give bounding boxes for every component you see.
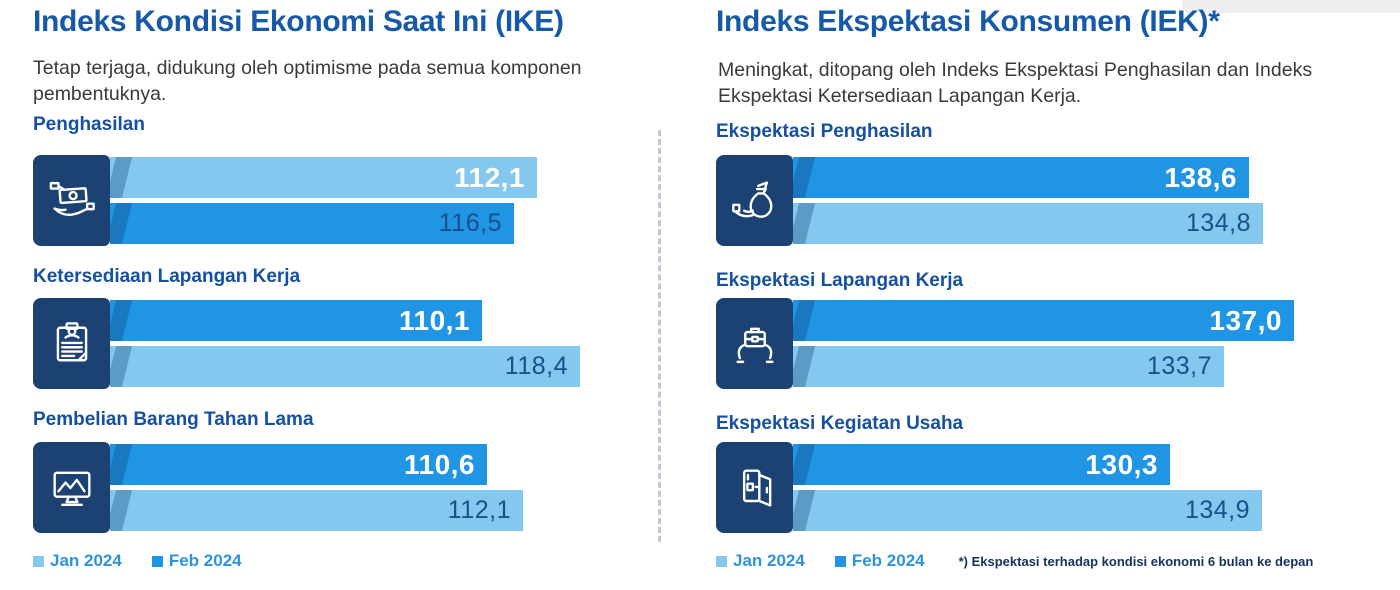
group-label-lapangan-kerja: Ketersediaan Lapangan Kerja xyxy=(33,266,301,287)
bar-value: 116,5 xyxy=(438,209,502,237)
jan-swatch-icon xyxy=(33,555,44,567)
bar-lapangan-kerja-bottom: 118,4 xyxy=(110,346,580,387)
money-bag-on-hand-icon xyxy=(716,155,793,246)
bars-ekspektasi-penghasilan: 138,6 134,8 xyxy=(793,157,1263,244)
bars-ekspektasi-kegiatan-usaha: 130,3 134,9 xyxy=(793,444,1262,531)
bar-penghasilan-bottom: 116,5 xyxy=(110,203,514,244)
bar-value: 112,1 xyxy=(447,496,511,524)
hand-giving-banknote-icon xyxy=(33,155,110,246)
bar-ekspektasi-penghasilan-bottom: 134,8 xyxy=(793,203,1263,244)
legend-label-jan: Jan 2024 xyxy=(50,551,122,570)
legend-label-feb: Feb 2024 xyxy=(851,551,925,570)
bar-value: 112,1 xyxy=(453,161,525,193)
bars-ekspektasi-lapangan-kerja: 137,0 133,7 xyxy=(793,300,1294,387)
bars-lapangan-kerja: 110,1 118,4 xyxy=(110,300,580,387)
bar-ekspektasi-penghasilan-top: 138,6 xyxy=(793,157,1249,198)
group-label-ekspektasi-penghasilan: Ekspektasi Penghasilan xyxy=(716,121,933,142)
group-label-ekspektasi-kegiatan-usaha: Ekspektasi Kegiatan Usaha xyxy=(716,413,964,434)
bar-group-ekspektasi-lapangan-kerja: 137,0 133,7 xyxy=(716,298,1366,389)
legend-label-jan: Jan 2024 xyxy=(733,551,805,570)
monitor-picture-icon xyxy=(33,442,110,533)
iek-footnote: *) Ekspektasi terhadap kondisi ekonomi 6… xyxy=(958,553,1314,569)
group-label-ekspektasi-lapangan-kerja: Ekspektasi Lapangan Kerja xyxy=(716,270,964,291)
bar-value: 130,3 xyxy=(1085,448,1158,480)
legend-item-feb: Feb 2024 xyxy=(834,551,925,571)
bar-value: 137,0 xyxy=(1209,304,1282,336)
ike-panel-title: Indeks Kondisi Ekonomi Saat Ini (IKE) xyxy=(33,5,564,38)
bar-value: 118,4 xyxy=(504,352,568,380)
bar-group-lapangan-kerja: 110,1 118,4 xyxy=(33,298,653,389)
group-label-penghasilan: Penghasilan xyxy=(33,114,145,135)
bars-barang-tahan-lama: 110,6 112,1 xyxy=(110,444,523,531)
group-label-barang-tahan-lama: Pembelian Barang Tahan Lama xyxy=(33,409,314,430)
bar-group-ekspektasi-penghasilan: 138,6 134,8 xyxy=(716,155,1366,246)
legend-label-feb: Feb 2024 xyxy=(168,551,242,570)
bar-ekspektasi-lapangan-kerja-bottom: 133,7 xyxy=(793,346,1224,387)
bar-ekspektasi-lapangan-kerja-top: 137,0 xyxy=(793,300,1294,341)
panel-divider xyxy=(658,130,661,542)
top-right-strip xyxy=(1182,0,1400,13)
bar-group-ekspektasi-kegiatan-usaha: 130,3 134,9 xyxy=(716,442,1366,533)
bar-group-penghasilan: 112,1 116,5 xyxy=(33,155,653,246)
open-cabinet-icon xyxy=(716,442,793,533)
bar-ekspektasi-kegiatan-usaha-bottom: 134,9 xyxy=(793,490,1262,531)
bar-barang-tahan-lama-top: 110,6 xyxy=(110,444,487,485)
bar-value: 138,6 xyxy=(1164,161,1237,193)
bars-penghasilan: 112,1 116,5 xyxy=(110,157,537,244)
feb-swatch-icon xyxy=(834,555,846,567)
legend-item-feb: Feb 2024 xyxy=(151,551,242,571)
clipboard-person-icon xyxy=(33,298,110,389)
bar-value: 110,1 xyxy=(398,304,470,336)
hands-holding-briefcase-icon xyxy=(716,298,793,389)
bar-value: 110,6 xyxy=(403,448,475,480)
bar-value: 134,9 xyxy=(1184,496,1250,524)
bar-group-barang-tahan-lama: 110,6 112,1 xyxy=(33,442,653,533)
iek-panel-title: Indeks Ekspektasi Konsumen (IEK)* xyxy=(716,5,1220,38)
legend-item-jan: Jan 2024 xyxy=(33,551,122,571)
bar-value: 133,7 xyxy=(1146,352,1212,380)
bar-barang-tahan-lama-bottom: 112,1 xyxy=(110,490,523,531)
bar-penghasilan-top: 112,1 xyxy=(110,157,537,198)
iek-panel-subtitle: Meningkat, ditopang oleh Indeks Ekspekta… xyxy=(718,59,1313,107)
bar-value: 134,8 xyxy=(1185,209,1251,237)
iek-legend: Jan 2024 Feb 2024 *) Ekspektasi terhadap… xyxy=(716,551,1313,571)
jan-swatch-icon xyxy=(716,555,727,567)
feb-swatch-icon xyxy=(151,555,163,567)
ike-panel-subtitle: Tetap terjaga, didukung oleh optimisme p… xyxy=(33,57,582,105)
legend-item-jan: Jan 2024 xyxy=(716,551,805,571)
bar-ekspektasi-kegiatan-usaha-top: 130,3 xyxy=(793,444,1170,485)
ike-legend: Jan 2024 Feb 2024 xyxy=(33,551,242,571)
bar-lapangan-kerja-top: 110,1 xyxy=(110,300,482,341)
